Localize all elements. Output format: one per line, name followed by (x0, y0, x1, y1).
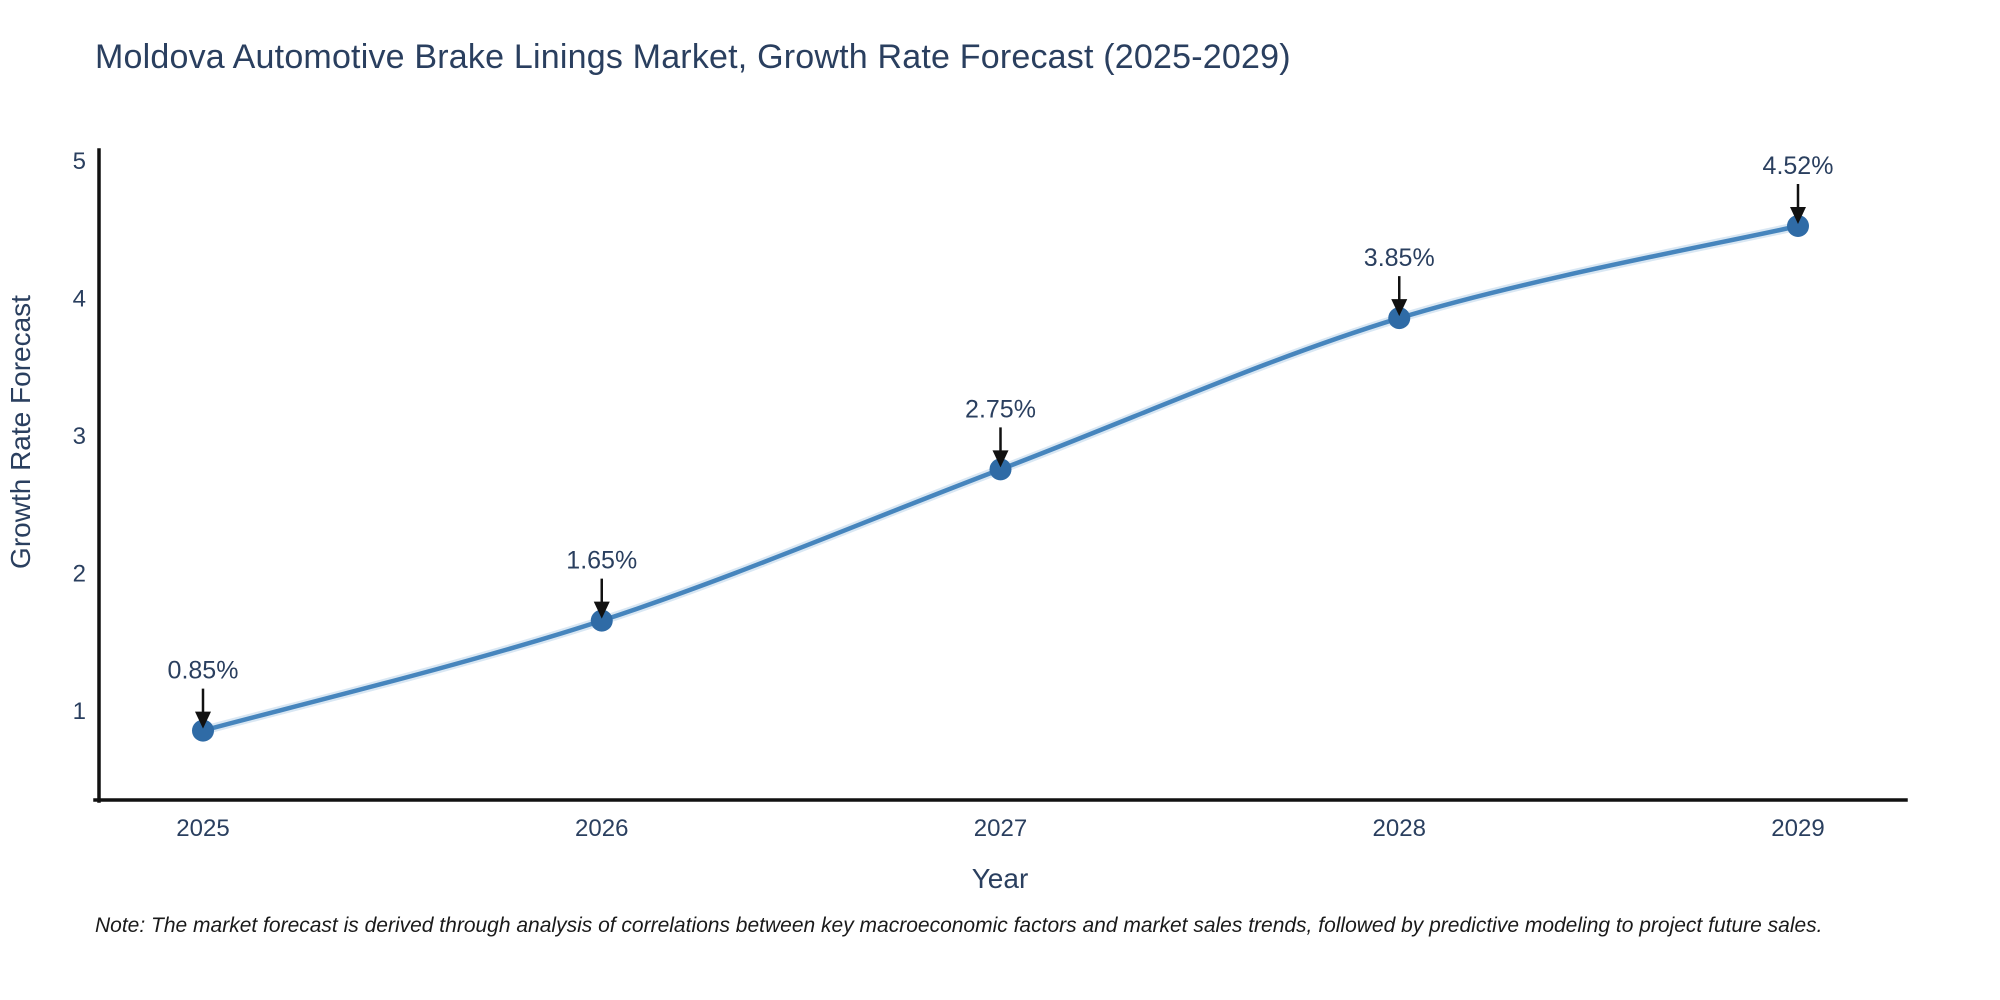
y-axis-label: Growth Rate Forecast (5, 295, 36, 569)
y-tick-label: 5 (73, 148, 86, 175)
annotation-label: 3.85% (1364, 244, 1435, 272)
y-tick-label: 3 (73, 423, 86, 450)
data-point-marker (192, 719, 214, 742)
y-tick-label: 2 (73, 561, 86, 588)
plot-area: 1 2 3 4 5 2025 2026 2027 2028 2029 0.85% 1.65% 2.75%… (73, 148, 1834, 842)
data-point-marker (1787, 215, 1809, 237)
x-axis-label: Year (972, 863, 1029, 894)
chart-title: Moldova Automotive Brake Linings Market,… (95, 38, 1291, 76)
footnote: Note: The market forecast is derived thr… (95, 914, 1823, 937)
annotation-arrowhead (593, 601, 610, 619)
y-tick-label: 4 (73, 286, 86, 313)
data-point-marker (1388, 307, 1411, 330)
x-tick-label: 2026 (575, 815, 628, 842)
annotation-label: 2.75% (965, 395, 1036, 423)
x-tick-label: 2027 (974, 815, 1027, 842)
x-tick-label: 2029 (1771, 815, 1824, 842)
y-tick-label: 1 (73, 698, 86, 725)
annotation-arrowhead (1790, 207, 1806, 224)
annotation-label: 1.65% (566, 547, 637, 575)
annotation-label: 0.85% (168, 657, 239, 685)
annotation-arrowhead (992, 450, 1009, 468)
annotation-arrowhead (1391, 299, 1408, 317)
data-point-marker (989, 458, 1012, 481)
data-point-marker (590, 609, 613, 632)
annotation-arrowhead (195, 711, 211, 729)
x-tick-label: 2028 (1373, 815, 1426, 842)
x-tick-label: 2025 (176, 815, 229, 842)
annotation-label: 4.52% (1763, 152, 1834, 180)
